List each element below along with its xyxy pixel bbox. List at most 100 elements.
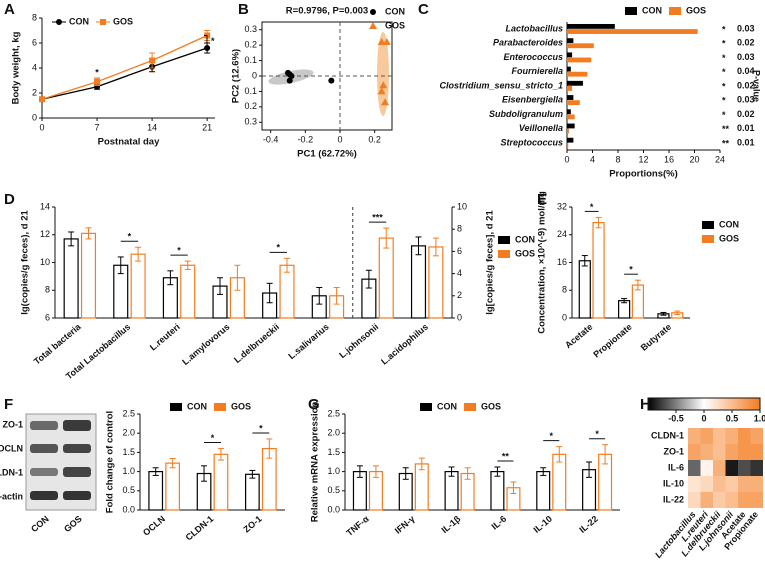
y-axis-label: Concentration, ×10^(-9) mol/mg [537, 191, 548, 334]
significance: ** [722, 138, 730, 148]
blot-row-label: ZO-1 [2, 419, 23, 429]
blot-band [30, 491, 58, 500]
significance: * [177, 245, 181, 255]
y-axis-label: PC2 (12.6%) [231, 49, 242, 103]
legend-label: CON [385, 6, 405, 16]
bar [490, 471, 505, 511]
y-tick-label: 2.0 [122, 428, 135, 438]
heatmap-cell [738, 476, 751, 492]
category-label: Veillonella [519, 123, 563, 133]
x-tick-label: -0.2 [298, 134, 314, 144]
y-axis-label: Relative mRNA expression [310, 402, 321, 523]
x-tick-label: 14 [147, 122, 157, 132]
legend-swatch [625, 7, 637, 15]
y-tick-label: 24 [557, 229, 567, 239]
blot-band [63, 444, 91, 453]
bar [80, 232, 97, 319]
row-label: ZO-1 [663, 446, 684, 456]
bar [567, 109, 571, 115]
legend-label: CON [437, 401, 457, 411]
heatmap-cell [750, 444, 763, 460]
panel-label: H [640, 396, 651, 413]
significance: * [722, 67, 726, 77]
y-axis-label: Body weight, kg [11, 31, 22, 104]
heatmap-cell [738, 460, 751, 476]
x-tick-label: 12 [638, 154, 648, 164]
y-tick-label: 0.3 [244, 24, 257, 34]
bar [148, 471, 164, 511]
point [288, 73, 295, 79]
legend-label: CON [515, 234, 535, 244]
bar [567, 123, 575, 129]
western-blot [25, 413, 97, 511]
y-tick-label: 4 [457, 268, 462, 278]
y-tick-label: 2.5 [122, 408, 135, 418]
legend-label: GOS [113, 16, 133, 26]
bar [567, 43, 594, 49]
category-label: Eisenbergiella [502, 95, 563, 105]
series-line [41, 47, 208, 100]
significance: * [722, 110, 726, 120]
y-tick-label: 2.5 [327, 408, 340, 418]
blot-band [30, 421, 58, 430]
bar [567, 38, 574, 44]
heatmap-cell [713, 460, 726, 476]
p-value: 0.02 [737, 38, 755, 48]
x-tick-label: -0.4 [263, 134, 279, 144]
x-axis-label: Postnatal day [98, 137, 160, 148]
bar [444, 471, 459, 511]
significance: * [722, 39, 726, 49]
y-tick-label: 2 [457, 290, 462, 300]
y-tick-label: 1.5 [122, 447, 135, 457]
y-tick-label: 0.5 [327, 485, 340, 495]
significance: * [722, 53, 726, 63]
heatmap-cell [688, 492, 701, 508]
colorbar-tick-label: 0.5 [726, 413, 739, 423]
x-tick-label: 24 [715, 154, 725, 164]
y-tick-label: 1.0 [122, 466, 135, 476]
heatmap-cell [688, 444, 701, 460]
significance: * [595, 429, 599, 439]
x-tick-label: 21 [202, 122, 212, 132]
panel-label: E [537, 191, 547, 208]
p-value: 0.02 [737, 109, 755, 119]
significance: * [722, 24, 726, 34]
x-tick-label: 20 [689, 154, 699, 164]
x-tick-label: L.amylovorus [180, 322, 231, 367]
x-tick-label: CLDN-1 [184, 514, 216, 543]
colorbar-tick-label: 1.0 [754, 413, 765, 423]
y-tick-label: 1.5 [327, 447, 340, 457]
heatmap-cell [725, 476, 738, 492]
x-tick-label: L.johnsonii [337, 322, 380, 361]
significance: * [629, 265, 633, 275]
x-tick-label: 0 [564, 154, 569, 164]
heatmap-cell [700, 444, 713, 460]
bar [410, 245, 427, 319]
heatmap-cell [750, 476, 763, 492]
x-tick-label: 7 [95, 122, 100, 132]
bar [567, 114, 575, 120]
y-tick-label: 0 [32, 112, 37, 122]
heatmap-cell [688, 460, 701, 476]
heatmap-cell [713, 492, 726, 508]
y-tick-label: 6 [32, 37, 37, 47]
y-tick-label: 10 [457, 201, 467, 211]
x-tick-label: ZO-1 [242, 514, 264, 535]
heatmap-cell [738, 428, 751, 444]
p-value: 0.02 [737, 80, 755, 90]
row-label: CLDN-1 [651, 430, 684, 440]
bar [567, 142, 569, 148]
category-label: Lactobacillus [505, 23, 563, 33]
legend-swatch [498, 250, 510, 258]
panel-label: B [238, 1, 249, 18]
bar [567, 100, 580, 106]
bar [567, 80, 583, 86]
y-tick-label: 2 [32, 87, 37, 97]
panel-label: G [308, 396, 320, 413]
category-label: Streptococcus [500, 137, 563, 147]
x-tick-label: L.salivarius [286, 322, 330, 361]
bar [245, 473, 260, 511]
x-tick-label: IL-22 [577, 514, 600, 535]
blot-lane-label: GOS [62, 514, 84, 535]
y-axis-label: Fold change of control [105, 411, 116, 513]
